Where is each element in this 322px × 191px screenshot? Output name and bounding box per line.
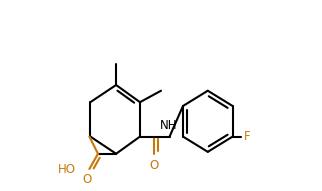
Text: HO: HO [58, 163, 76, 176]
Text: NH: NH [160, 119, 177, 132]
Text: F: F [244, 130, 251, 143]
Text: O: O [83, 173, 92, 186]
Text: O: O [150, 159, 159, 172]
